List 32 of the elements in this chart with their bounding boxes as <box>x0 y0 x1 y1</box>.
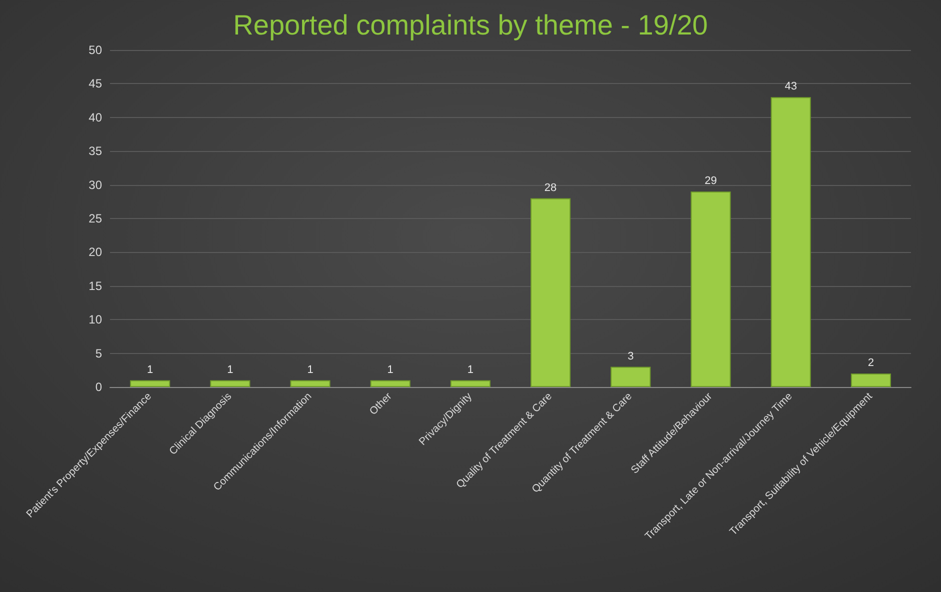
data-label: 3 <box>628 350 634 362</box>
y-tick-label: 40 <box>88 110 102 124</box>
data-label: 43 <box>784 80 797 93</box>
data-label: 2 <box>868 357 874 370</box>
y-tick-label: 15 <box>88 278 102 293</box>
bar <box>770 97 811 387</box>
bar <box>210 380 250 387</box>
bar <box>530 198 571 387</box>
bar <box>610 366 651 387</box>
y-tick-label: 10 <box>88 312 102 327</box>
data-label: 1 <box>467 364 474 376</box>
data-label: 29 <box>704 175 717 188</box>
y-tick-label: 45 <box>88 76 102 91</box>
bar <box>290 380 330 387</box>
y-tick-label: 5 <box>95 346 102 360</box>
y-tick-label: 25 <box>88 212 102 226</box>
data-label: 1 <box>307 364 314 376</box>
bar <box>850 374 891 387</box>
data-label: 1 <box>146 364 154 376</box>
bar <box>690 192 731 387</box>
y-tick-label: 0 <box>95 380 102 394</box>
y-tick-label: 50 <box>88 43 102 57</box>
data-label: 1 <box>227 364 234 376</box>
y-tick-label: 30 <box>88 178 102 192</box>
data-label: 28 <box>544 182 557 194</box>
bar <box>450 380 490 387</box>
chart-title: Reported complaints by theme - 19/20 <box>233 10 708 40</box>
y-tick-label: 20 <box>88 245 102 260</box>
bar <box>370 380 410 387</box>
bar <box>130 380 170 387</box>
data-label: 1 <box>387 364 394 376</box>
y-tick-label: 35 <box>88 144 102 158</box>
